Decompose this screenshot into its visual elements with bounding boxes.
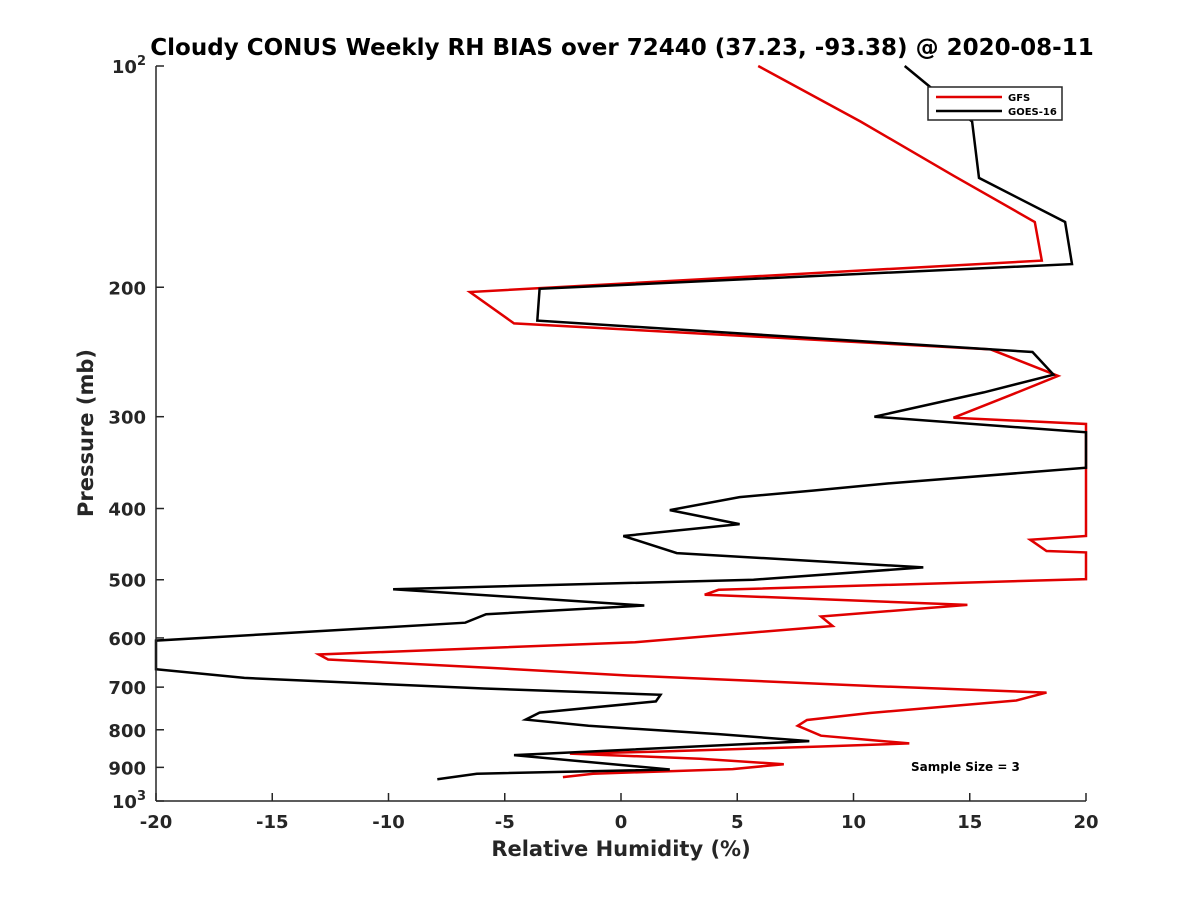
series-line-goes-16 [154, 65, 1088, 781]
y-ticks: 102 200 300 400 500 600 700 800 900 103 [108, 54, 164, 813]
y-axis-label: Pressure (mb) [74, 349, 98, 517]
y-tick-label: 102 [112, 54, 146, 78]
legend-box [927, 86, 1063, 121]
x-tick-label: 0 [615, 812, 628, 833]
y-tick-label: 800 [108, 721, 146, 742]
chart-title: Cloudy CONUS Weekly RH BIAS over 72440 (… [150, 35, 1093, 61]
y-tick-label: 103 [112, 789, 146, 813]
series-layer [154, 64, 1088, 781]
y-tick-label: 300 [108, 408, 146, 429]
series-line-gfs [314, 64, 1088, 779]
y-tick-label: 900 [108, 758, 146, 779]
y-tick-label: 400 [108, 500, 146, 521]
x-ticks: -20 -15 -10 -5 0 5 10 15 20 [140, 793, 1099, 833]
y-tick-label: 500 [108, 571, 146, 592]
y-tick-label: 200 [108, 278, 146, 299]
x-axis-label: Relative Humidity (%) [491, 837, 750, 861]
x-tick-label: -20 [140, 812, 173, 833]
x-tick-label: -5 [495, 812, 515, 833]
y-tick-label: 600 [108, 629, 146, 650]
legend: GFS GOES-16 [927, 86, 1063, 121]
x-tick-label: -15 [256, 812, 289, 833]
y-tick-label: 700 [108, 678, 146, 699]
sample-size-annotation: Sample Size = 3 [911, 760, 1020, 774]
legend-label-gfs: GFS [1008, 93, 1030, 104]
x-tick-label: -10 [372, 812, 405, 833]
x-tick-label: 15 [957, 812, 982, 833]
x-tick-label: 20 [1073, 812, 1098, 833]
plot-area [156, 66, 1086, 801]
legend-label-goes-16: GOES-16 [1008, 107, 1057, 118]
x-tick-label: 10 [841, 812, 866, 833]
x-tick-label: 5 [731, 812, 744, 833]
